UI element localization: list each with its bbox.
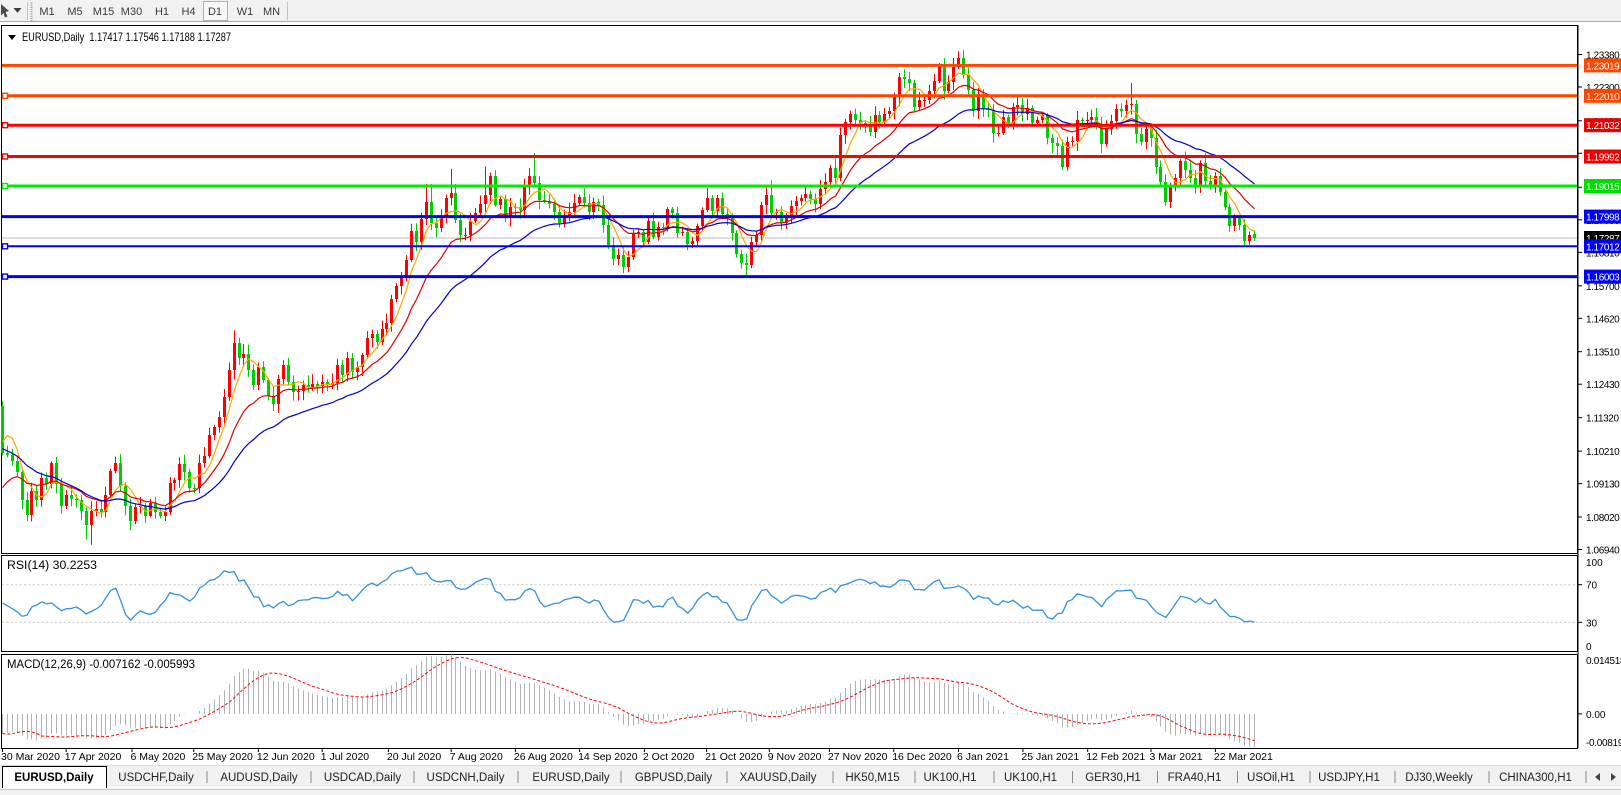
svg-text:6 Jan 2021: 6 Jan 2021	[957, 751, 1009, 763]
svg-text:H4: H4	[181, 6, 195, 18]
svg-text:-0.008194: -0.008194	[1586, 738, 1621, 749]
svg-text:1.13510: 1.13510	[1586, 348, 1620, 359]
svg-text:0.00: 0.00	[1586, 710, 1606, 721]
svg-text:H1: H1	[155, 6, 169, 18]
svg-text:14 Sep 2020: 14 Sep 2020	[578, 751, 638, 763]
svg-text:20 Jul 2020: 20 Jul 2020	[387, 751, 441, 763]
svg-text:2 Oct 2020: 2 Oct 2020	[643, 751, 695, 763]
svg-text:1.15700: 1.15700	[1586, 282, 1620, 293]
svg-text:AUDUSD,Daily: AUDUSD,Daily	[220, 772, 298, 784]
svg-text:12 Jun 2020: 12 Jun 2020	[257, 751, 315, 763]
svg-text:70: 70	[1586, 581, 1598, 592]
svg-text:3 Mar 2021: 3 Mar 2021	[1150, 751, 1203, 763]
svg-text:7 Aug 2020: 7 Aug 2020	[450, 751, 503, 763]
svg-text:CHINA300,H1: CHINA300,H1	[1499, 772, 1572, 784]
svg-text:USDJPY,H1: USDJPY,H1	[1318, 772, 1380, 784]
svg-text:1.08020: 1.08020	[1586, 513, 1620, 524]
svg-text:9 Nov 2020: 9 Nov 2020	[768, 751, 822, 763]
svg-text:RSI(14) 30.2253: RSI(14) 30.2253	[7, 560, 97, 572]
svg-text:1.17012: 1.17012	[1586, 242, 1620, 253]
svg-text:16 Dec 2020: 16 Dec 2020	[892, 751, 952, 763]
svg-text:27 Nov 2020: 27 Nov 2020	[828, 751, 888, 763]
svg-text:USDCAD,Daily: USDCAD,Daily	[324, 772, 402, 784]
svg-text:MN: MN	[263, 6, 280, 18]
svg-text:M1: M1	[39, 6, 54, 18]
svg-text:EURUSD,Daily: EURUSD,Daily	[532, 772, 610, 784]
svg-text:GBPUSD,Daily: GBPUSD,Daily	[635, 772, 713, 784]
svg-text:100: 100	[1586, 558, 1603, 569]
svg-text:17 Apr 2020: 17 Apr 2020	[65, 751, 122, 763]
svg-text:1.16003: 1.16003	[1586, 273, 1620, 284]
svg-text:21 Oct 2020: 21 Oct 2020	[705, 751, 762, 763]
svg-text:USDCNH,Daily: USDCNH,Daily	[427, 772, 505, 784]
svg-text:FRA40,H1: FRA40,H1	[1168, 772, 1222, 784]
svg-text:1 Jul 2020: 1 Jul 2020	[321, 751, 370, 763]
svg-text:1.22300: 1.22300	[1586, 83, 1620, 94]
svg-text:UK100,H1: UK100,H1	[923, 772, 976, 784]
svg-text:HK50,M15: HK50,M15	[845, 772, 899, 784]
svg-text:1.12430: 1.12430	[1586, 380, 1620, 391]
svg-text:UK100,H1: UK100,H1	[1004, 772, 1057, 784]
svg-text:M15: M15	[93, 6, 114, 18]
svg-text:1.22010: 1.22010	[1586, 92, 1620, 103]
svg-text:USDCHF,Daily: USDCHF,Daily	[118, 772, 194, 784]
svg-text:12 Feb 2021: 12 Feb 2021	[1086, 751, 1145, 763]
svg-text:25 Jan 2021: 25 Jan 2021	[1021, 751, 1079, 763]
svg-text:6 May 2020: 6 May 2020	[131, 751, 186, 763]
svg-text:GER30,H1: GER30,H1	[1085, 772, 1141, 784]
svg-text:1.16810: 1.16810	[1586, 248, 1620, 259]
svg-text:1.06940: 1.06940	[1586, 546, 1620, 557]
svg-text:30 Mar 2020: 30 Mar 2020	[1, 751, 60, 763]
svg-text:0.014518: 0.014518	[1586, 656, 1621, 667]
svg-text:26 Aug 2020: 26 Aug 2020	[514, 751, 573, 763]
svg-text:0: 0	[1586, 642, 1592, 653]
svg-text:1.19992: 1.19992	[1586, 153, 1620, 164]
svg-text:M30: M30	[121, 6, 142, 18]
svg-text:EURUSD,Daily: EURUSD,Daily	[14, 772, 94, 784]
svg-text:1.09130: 1.09130	[1586, 480, 1620, 491]
svg-text:30: 30	[1586, 618, 1598, 629]
svg-text:1.10210: 1.10210	[1586, 447, 1620, 458]
svg-text:XAUUSD,Daily: XAUUSD,Daily	[740, 772, 817, 784]
svg-text:M5: M5	[67, 6, 82, 18]
svg-text:EURUSD,Daily 1.17417 1.17546: EURUSD,Daily 1.17417 1.17546 1.17188 1.1…	[22, 30, 231, 44]
svg-text:1.21032: 1.21032	[1586, 121, 1620, 132]
svg-text:USOil,H1: USOil,H1	[1247, 772, 1295, 784]
svg-text:1.23019: 1.23019	[1586, 61, 1620, 72]
svg-text:W1: W1	[237, 6, 254, 18]
svg-text:D1: D1	[208, 6, 222, 18]
svg-text:1.23380: 1.23380	[1586, 51, 1620, 62]
svg-text:DJ30,Weekly: DJ30,Weekly	[1405, 772, 1473, 784]
svg-text:1.19015: 1.19015	[1586, 182, 1620, 193]
svg-text:1.14620: 1.14620	[1586, 314, 1620, 325]
svg-text:22 Mar 2021: 22 Mar 2021	[1214, 751, 1273, 763]
svg-text:MACD(12,26,9) -0.007162 -0.005: MACD(12,26,9) -0.007162 -0.005993	[7, 659, 195, 671]
svg-text:25 May 2020: 25 May 2020	[192, 751, 253, 763]
svg-text:1.11320: 1.11320	[1586, 414, 1619, 425]
svg-text:1.17998: 1.17998	[1586, 213, 1620, 224]
